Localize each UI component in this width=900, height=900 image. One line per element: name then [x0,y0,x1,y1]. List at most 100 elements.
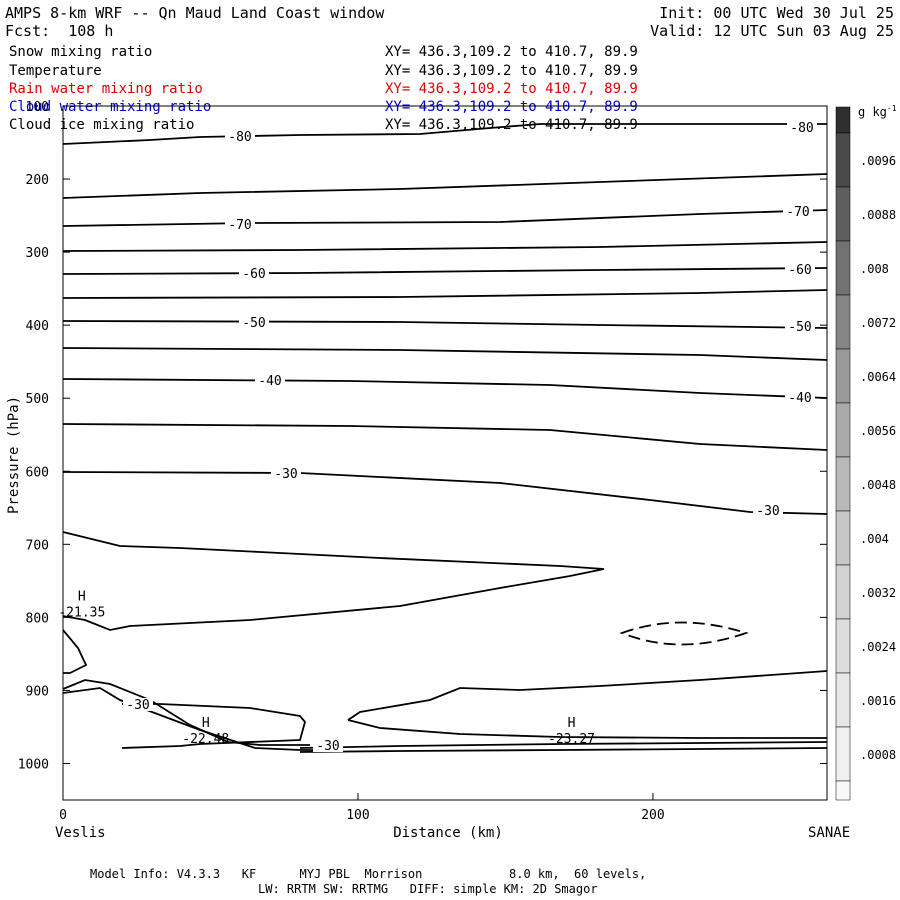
y-tick-label: 200 [26,173,49,188]
isotherm-lines [62,123,828,753]
right-endpoint-label: SANAE [808,825,850,841]
contour-label-bg [239,267,269,280]
contour-label: -30 [126,698,149,713]
chart-title: AMPS 8-km WRF -- Qn Maud Land Coast wind… [5,4,385,22]
valid-time: Valid: 12 UTC Sun 03 Aug 25 [650,22,894,40]
colorbar-label: .008 [860,262,889,276]
y-tick-label: 600 [26,465,49,480]
isotherm-line [62,347,828,361]
x-tick-label: 100 [346,808,369,823]
contour-label-bg [255,374,285,387]
legend-name-temperature: Temperature [9,63,102,79]
y-tick-label: 300 [26,246,49,261]
contour-label-bg [239,316,269,329]
legend-name-snow: Snow mixing ratio [9,44,153,60]
colorbar-label: .0032 [860,586,896,600]
high-marker: H [202,716,210,731]
colorbar-label: .004 [860,532,889,546]
contour-label: -30 [274,467,297,482]
footer-physics-info: LW: RRTM SW: RRTMG DIFF: simple KM: 2D S… [258,882,598,896]
x-tick-label: 0 [59,808,67,823]
contour-label-bg [785,320,815,333]
dashed-contour [619,621,749,646]
colorbar-label: .0024 [860,640,896,654]
y-axis-label: Pressure (hPa) [6,396,22,514]
contour-label-bg [787,121,817,134]
contour-label: -70 [786,205,809,220]
colorbar-label: .0008 [860,748,896,762]
legend-xy-snow: XY= 436.3,109.2 to 410.7, 89.9 [385,44,638,60]
y-tick-label: 100 [26,100,49,115]
isotherm-line [62,471,828,515]
isotherm-line [62,531,605,631]
contour-label: -70 [228,218,251,233]
isotherm-line [62,320,828,329]
isotherm-line [62,629,88,674]
contour-label-bg [783,205,813,218]
high-value: -22.48 [182,732,229,747]
colorbar-label: .0072 [860,316,896,330]
contour-label: -60 [788,263,811,278]
isotherm-line [347,719,827,739]
isotherm-line [62,679,310,746]
contour-label-bg [123,698,153,711]
y-tick-label: 700 [26,538,49,553]
contour-label-bg [785,391,815,404]
contour-label-bg [271,467,301,480]
contour-label: -40 [258,374,281,389]
colorbar-label: .0048 [860,478,896,492]
isotherm-line [62,267,828,275]
colorbar-label: .0096 [860,154,896,168]
contour-label-bg [785,263,815,276]
contour-label: -50 [788,320,811,335]
y-tick-label: 1000 [18,757,49,772]
legend-name-cloud-ice: Cloud ice mixing ratio [9,117,195,133]
colorbar-label: .0016 [860,694,896,708]
y-tick-label: 800 [26,611,49,626]
isotherm-line [62,289,828,299]
isotherm-line [62,378,828,399]
isotherm-line [62,173,828,199]
isotherm-line [62,241,828,252]
left-endpoint-label: Veslis [55,825,106,841]
plot-frame [62,105,828,801]
contour-label: -60 [242,267,265,282]
isotherm-line [62,209,828,227]
contour-label: -30 [756,504,779,519]
isotherm-line [62,423,828,451]
init-time: Init: 00 UTC Wed 30 Jul 25 [659,4,894,22]
y-tick-label: 400 [26,319,49,334]
isotherm-line [299,747,828,753]
y-tick-label: 900 [26,684,49,699]
legend-name-cloud-water: Cloud water mixing ratio [9,99,212,115]
high-value: -21.35 [58,605,105,620]
isotherm-line [62,123,827,145]
colorbar-label: .0056 [860,424,896,438]
contour-label-bg [225,218,255,231]
legend-name-rain: Rain water mixing ratio [9,81,203,97]
legend-xy-cloud-water: XY= 436.3,109.2 to 410.7, 89.9 [385,99,638,115]
contour-label-bg [753,504,783,517]
colorbar [835,106,851,801]
x-tick-label: 200 [641,808,664,823]
contour-label: -30 [316,739,339,754]
contour-label: -80 [790,121,813,136]
isotherm-line [62,687,330,751]
forecast-hour: Fcst: 108 h [5,22,114,40]
legend-xy-rain: XY= 436.3,109.2 to 410.7, 89.9 [385,81,638,97]
x-axis-label: Distance (km) [393,825,503,841]
footer-model-info: Model Info: V4.3.3 KF MYJ PBL Morrison 8… [90,867,647,881]
legend-xy-temperature: XY= 436.3,109.2 to 410.7, 89.9 [385,63,638,79]
legend-xy-cloud-ice: XY= 436.3,109.2 to 410.7, 89.9 [385,117,638,133]
high-marker: H [568,716,576,731]
contour-label-bg [225,130,255,143]
high-value: -23.27 [548,732,595,747]
y-tick-label: 500 [26,392,49,407]
contour-label: -50 [242,316,265,331]
isotherm-line [121,703,306,749]
high-marker: H [78,589,86,604]
contour-label-bg [313,739,343,752]
colorbar-label: .0088 [860,208,896,222]
isotherm-line [299,741,828,749]
